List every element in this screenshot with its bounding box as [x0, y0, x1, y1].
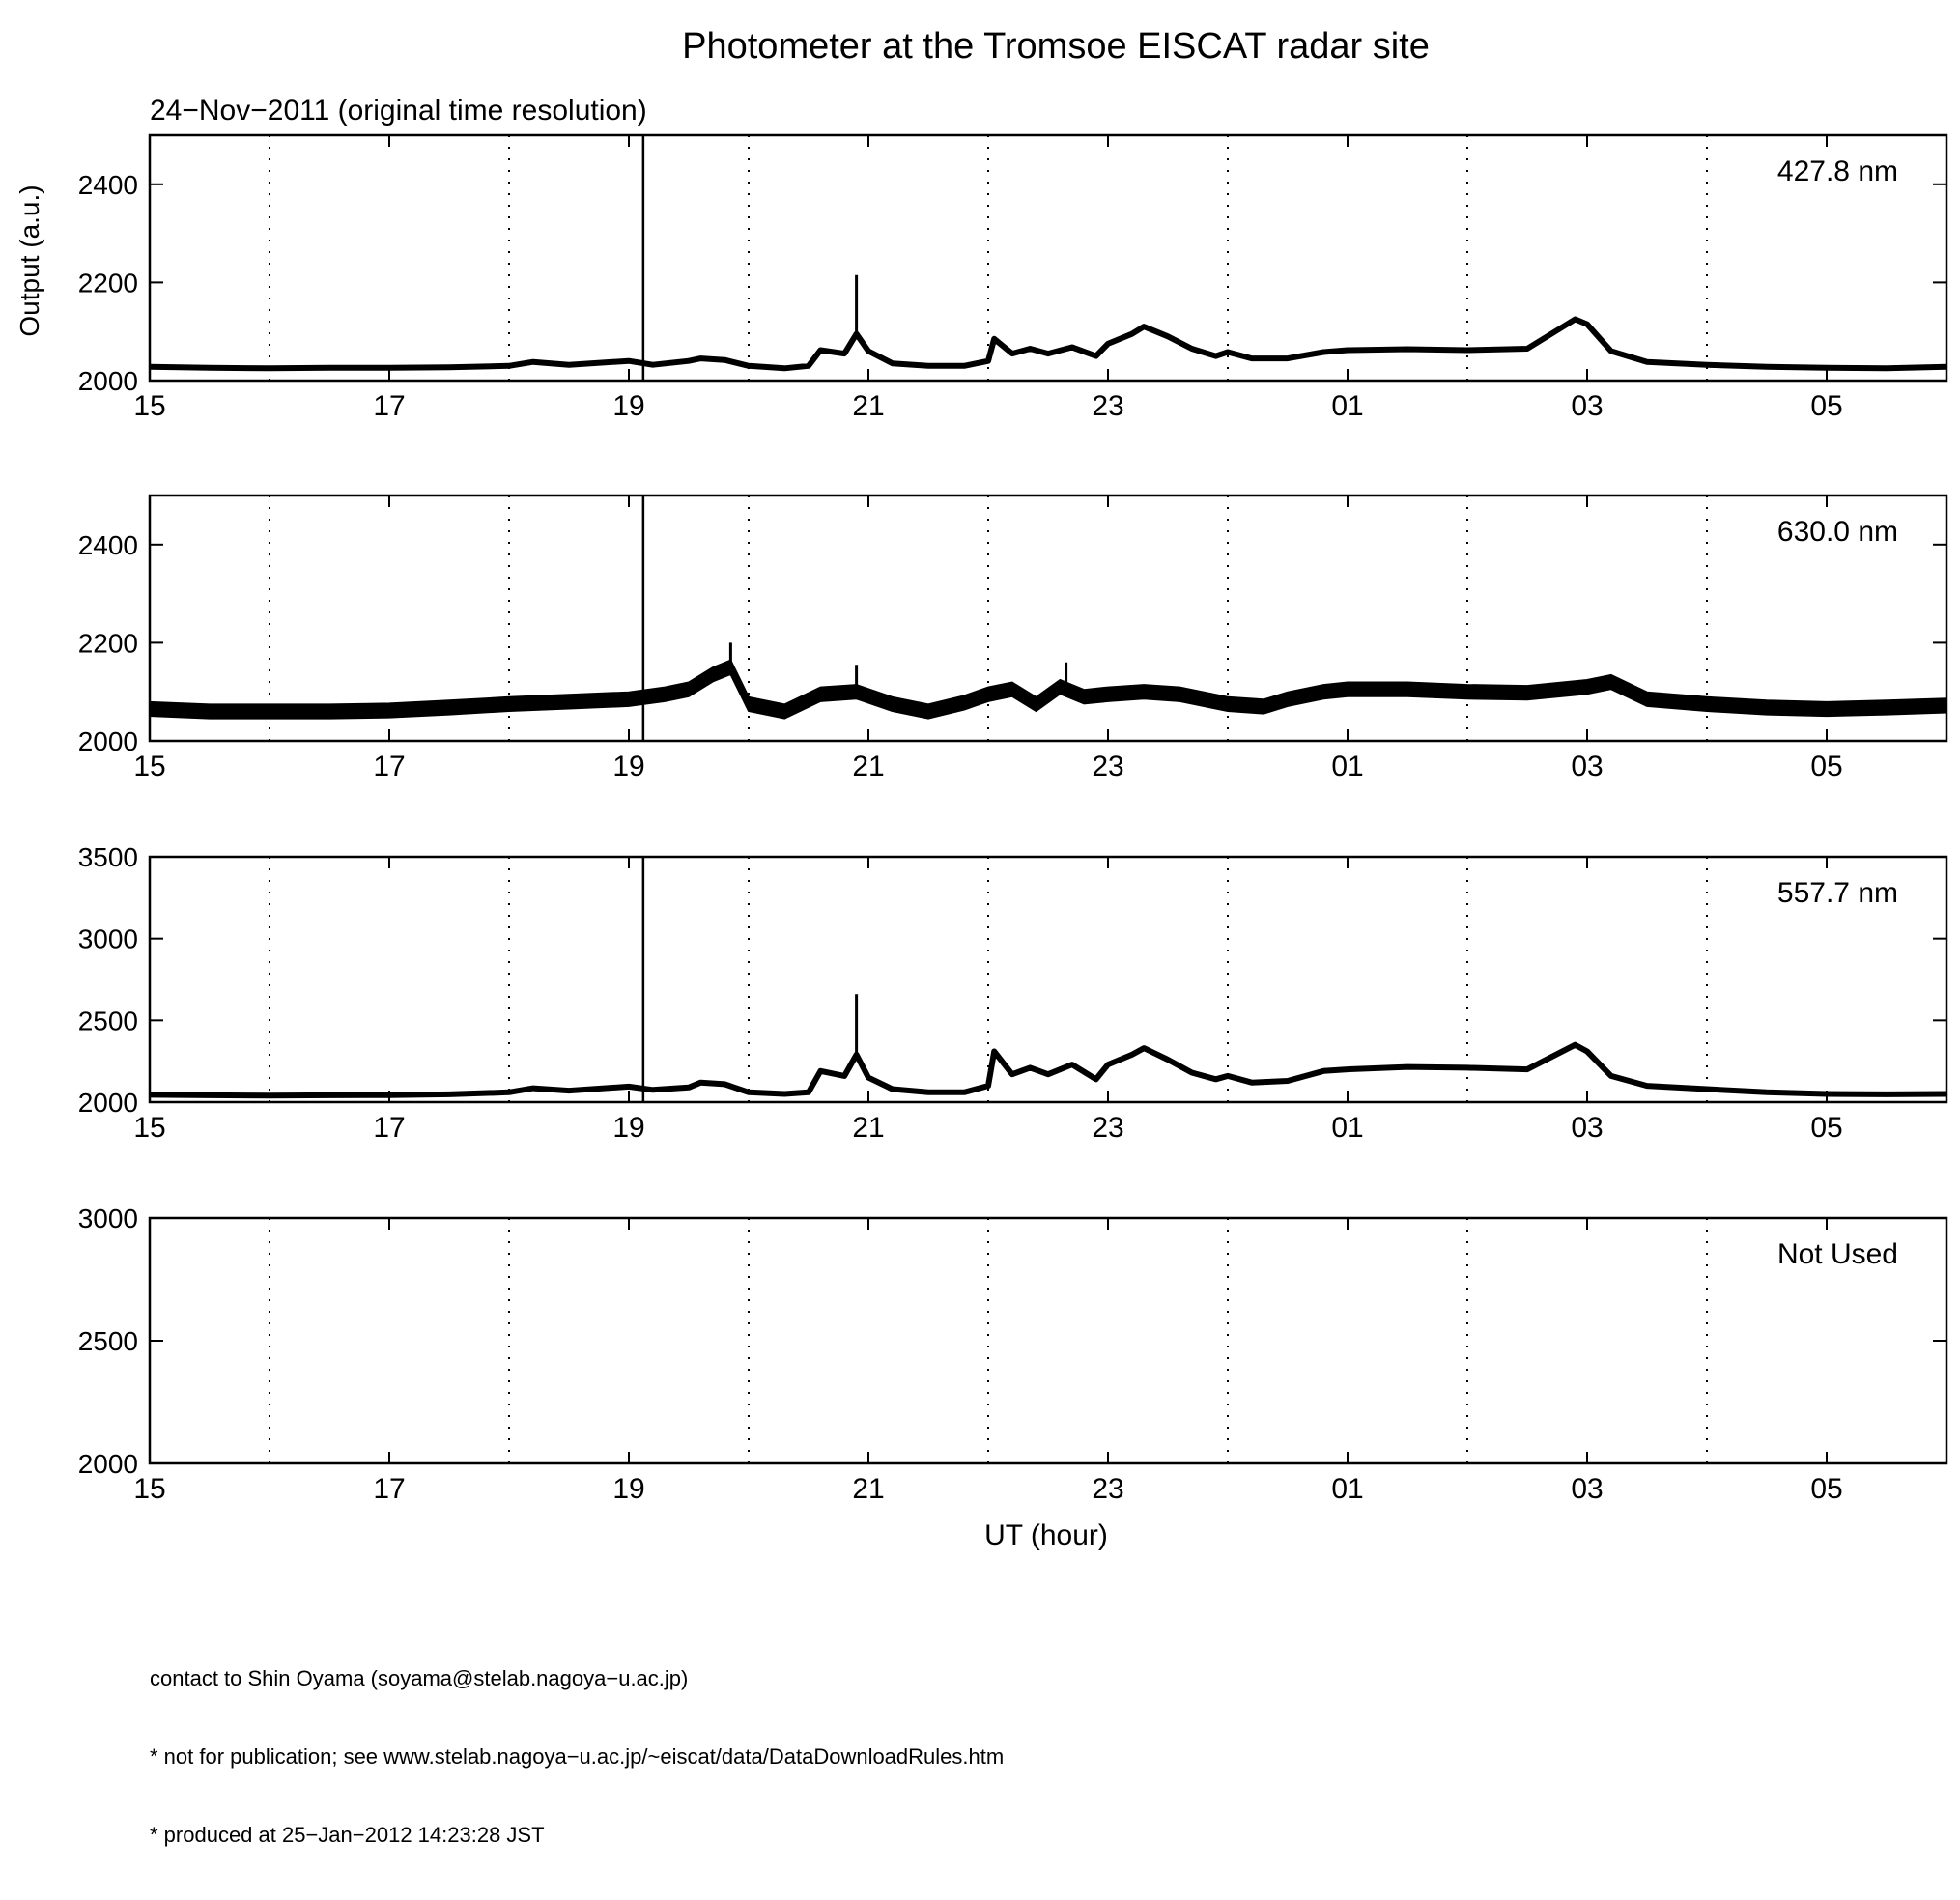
x-tick-label: 15	[133, 751, 165, 782]
x-tick-label: 03	[1571, 1112, 1603, 1144]
x-tick-label: 01	[1331, 390, 1363, 422]
figure-subtitle: 24−Nov−2011 (original time resolution)	[150, 95, 647, 127]
x-tick-label: 17	[373, 1112, 405, 1144]
panel-label: 630.0 nm	[1777, 516, 1898, 548]
x-tick-label: 05	[1810, 390, 1842, 422]
x-tick-label: 15	[133, 1112, 165, 1144]
series-line	[149, 316, 1947, 372]
x-tick-label: 05	[1810, 1473, 1842, 1505]
x-tick-label: 21	[852, 1112, 884, 1144]
panel-label: Not Used	[1777, 1238, 1898, 1270]
x-axis-label: UT (hour)	[984, 1519, 1108, 1551]
x-tick-label: 19	[612, 390, 644, 422]
panel-label: 557.7 nm	[1777, 877, 1898, 909]
x-tick-label: 19	[612, 1112, 644, 1144]
y-tick-label: 2000	[78, 366, 138, 396]
panels: 15 17 19 21 23 01 03 05 2000 2200 2400 427.8 nm 15 17…	[78, 133, 1948, 1505]
panel-frame	[148, 855, 1948, 1104]
x-tick-label: 05	[1810, 1112, 1842, 1144]
x-tick-label: 03	[1571, 751, 1603, 782]
panel-label: 427.8 nm	[1777, 156, 1898, 187]
figure-title: Photometer at the Tromsoe EISCAT radar s…	[682, 26, 1430, 67]
figure-canvas: Photometer at the Tromsoe EISCAT radar s…	[14, 26, 1948, 1551]
x-tick-label: 23	[1092, 390, 1123, 422]
panel-frame	[148, 1216, 1948, 1465]
x-tick-label: 01	[1331, 1473, 1363, 1505]
footer-notes: contact to Shin Oyama (soyama@stelab.nag…	[150, 1613, 1004, 1900]
x-tick-label: 03	[1571, 1473, 1603, 1505]
y-tick-label: 2400	[78, 170, 138, 200]
y-tick-label: 3000	[78, 1204, 138, 1234]
y-tick-label: 3500	[78, 842, 138, 872]
x-tick-label: 15	[133, 1473, 165, 1505]
x-tick-label: 23	[1092, 1473, 1123, 1505]
y-tick-label: 3000	[78, 924, 138, 954]
x-tick-label: 05	[1810, 751, 1842, 782]
x-tick-label: 01	[1331, 1112, 1363, 1144]
panel-3: 15 17 19 21 23 01 03 05 2000 2500 3000 3500 557.7 nm	[78, 842, 1948, 1144]
x-tick-label: 15	[133, 390, 165, 422]
x-tick-label: 19	[612, 1473, 644, 1505]
footer-contact: contact to Shin Oyama (soyama@stelab.nag…	[150, 1666, 689, 1690]
x-tick-label: 17	[373, 751, 405, 782]
x-tick-label: 23	[1092, 751, 1123, 782]
x-tick-label: 23	[1092, 1112, 1123, 1144]
x-tick-label: 21	[852, 1473, 884, 1505]
x-tick-label: 21	[852, 751, 884, 782]
y-tick-label: 2000	[78, 1449, 138, 1479]
panel-frame	[148, 494, 1948, 743]
y-tick-label: 2500	[78, 1326, 138, 1356]
x-tick-label: 01	[1331, 751, 1363, 782]
y-axis-label: Output (a.u.)	[14, 184, 44, 336]
x-tick-label: 19	[612, 751, 644, 782]
footer-publication-note: * not for publication; see www.stelab.na…	[150, 1744, 1005, 1769]
y-tick-label: 2000	[78, 1088, 138, 1118]
y-tick-label: 2500	[78, 1006, 138, 1035]
x-tick-label: 17	[373, 390, 405, 422]
series-band	[149, 659, 1947, 720]
panel-1: 15 17 19 21 23 01 03 05 2000 2200 2400 427.8 nm	[78, 133, 1948, 422]
x-tick-label: 03	[1571, 390, 1603, 422]
figure: Photometer at the Tromsoe EISCAT radar s…	[14, 26, 1948, 1847]
panel-4: 15 17 19 21 23 01 03 05 2000 2500 3000 Not Used	[78, 1204, 1948, 1505]
y-tick-label: 2400	[78, 530, 138, 560]
footer-produced-at: * produced at 25−Jan−2012 14:23:28 JST	[150, 1823, 545, 1847]
x-tick-label: 17	[373, 1473, 405, 1505]
panel-2: 15 17 19 21 23 01 03 05 2000 2200 2400 630.0 nm	[78, 494, 1948, 782]
y-tick-label: 2000	[78, 726, 138, 756]
y-tick-label: 2200	[78, 268, 138, 298]
x-tick-label: 21	[852, 390, 884, 422]
y-tick-label: 2200	[78, 628, 138, 658]
series-line	[149, 1041, 1947, 1099]
panel-frame	[148, 133, 1948, 383]
